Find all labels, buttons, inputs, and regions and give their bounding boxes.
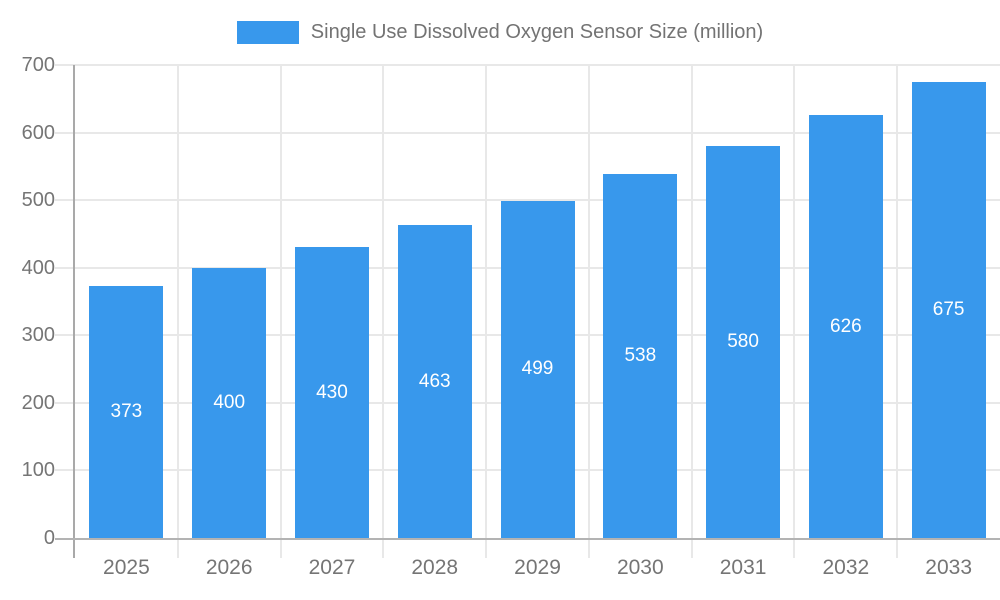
gridline bbox=[793, 65, 796, 558]
bar-2028: 463 bbox=[397, 225, 472, 538]
bar-value-label: 463 bbox=[418, 370, 451, 392]
bar-value-label: 430 bbox=[316, 381, 348, 403]
gridline bbox=[587, 65, 590, 558]
y-tick-label: 700 bbox=[21, 54, 55, 76]
bar-slot: 499 bbox=[486, 65, 589, 538]
bar-2032: 626 bbox=[808, 115, 883, 538]
y-tick-label: 400 bbox=[21, 256, 55, 279]
gridline bbox=[55, 64, 1000, 66]
x-tick-label: 2033 bbox=[925, 556, 972, 579]
bar-slot: 580 bbox=[692, 65, 795, 538]
gridline bbox=[690, 65, 693, 558]
plot-area: 373 400 430 463 499 538 580 626 675 bbox=[55, 64, 1000, 558]
x-tick-label: 2029 bbox=[514, 556, 561, 579]
bar-slot: 675 bbox=[897, 65, 1000, 538]
x-tick-label: 2028 bbox=[411, 556, 459, 579]
bar-2033: 675 bbox=[911, 81, 986, 538]
gridline bbox=[485, 65, 488, 558]
x-tick-label: 2027 bbox=[308, 556, 356, 579]
bar-value-label: 580 bbox=[727, 331, 759, 353]
bar-2025: 373 bbox=[89, 285, 164, 538]
x-tick-label: 2025 bbox=[103, 556, 150, 579]
bar-slot: 538 bbox=[589, 65, 692, 538]
bar-slot: 400 bbox=[178, 65, 281, 538]
bar-2030: 538 bbox=[603, 174, 678, 538]
gridline bbox=[55, 199, 1000, 202]
x-axis-tick-labels: 2025 2026 2027 2028 2029 2030 2031 2032 2033 bbox=[75, 556, 1000, 580]
y-tick-label: 200 bbox=[21, 391, 55, 414]
bar-value-label: 373 bbox=[110, 400, 143, 422]
bar-slot: 373 bbox=[75, 65, 178, 538]
x-tick-label: 2026 bbox=[205, 556, 253, 579]
legend-swatch-icon[interactable] bbox=[236, 20, 299, 44]
x-tick-label: 2032 bbox=[822, 556, 870, 579]
bar-slot: 626 bbox=[794, 65, 897, 538]
y-axis-line bbox=[73, 65, 75, 558]
bar-2029: 499 bbox=[500, 200, 575, 538]
bar-value-label: 626 bbox=[830, 315, 862, 337]
bar-series: 373 400 430 463 499 538 580 626 675 bbox=[75, 65, 1000, 538]
y-tick-label: 0 bbox=[43, 527, 55, 549]
bar-slot: 463 bbox=[383, 65, 486, 538]
legend-label[interactable]: Single Use Dissolved Oxygen Sensor Size … bbox=[310, 20, 764, 43]
bar-2031: 580 bbox=[706, 146, 781, 538]
gridline bbox=[176, 65, 179, 558]
gridline bbox=[279, 65, 282, 558]
y-tick-label: 300 bbox=[21, 324, 55, 347]
y-tick-label: 100 bbox=[21, 459, 55, 482]
gridline bbox=[896, 65, 899, 558]
gridline bbox=[382, 65, 385, 558]
bar-value-label: 538 bbox=[624, 345, 657, 367]
bar-value-label: 675 bbox=[932, 298, 965, 320]
bar-2027: 430 bbox=[294, 247, 369, 538]
bar-2026: 400 bbox=[192, 267, 267, 538]
y-tick-label: 500 bbox=[21, 189, 55, 212]
x-tick-label: 2030 bbox=[616, 556, 664, 579]
bar-value-label: 499 bbox=[521, 358, 554, 380]
x-axis-line bbox=[55, 538, 1000, 540]
chart-legend: Single Use Dissolved Oxygen Sensor Size … bbox=[0, 18, 1000, 46]
bar-value-label: 400 bbox=[213, 391, 246, 413]
x-tick-label: 2031 bbox=[719, 556, 767, 579]
y-tick-label: 600 bbox=[21, 121, 55, 144]
bar-slot: 430 bbox=[281, 65, 384, 538]
gridline bbox=[55, 131, 1000, 134]
